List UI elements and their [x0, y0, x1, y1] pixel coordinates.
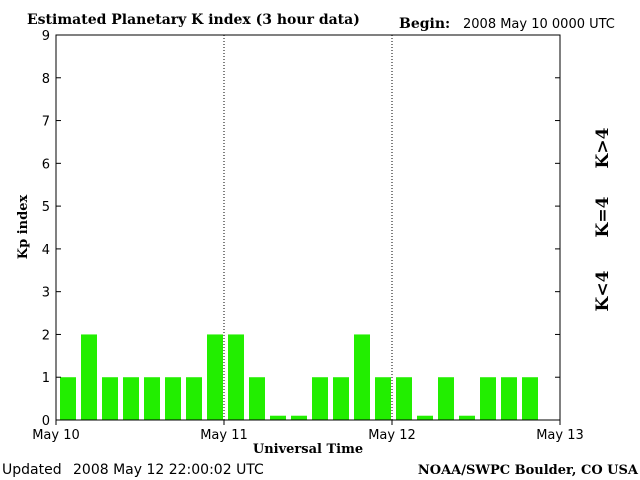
- legend-k-equal-4: K=4: [593, 196, 613, 237]
- kp-bar: [165, 377, 181, 420]
- legend-k-less-4: K<4: [593, 270, 613, 311]
- kp-bar: [249, 377, 265, 420]
- begin-value: 2008 May 10 0000 UTC: [463, 17, 615, 32]
- plot-area: 0 1 2 3 4 5 6 7 8 9 May 10 May 11 May 12 May 13: [32, 29, 584, 443]
- y-tick-label: 1: [42, 371, 50, 386]
- kp-bar: [417, 415, 433, 420]
- kp-bar: [396, 377, 412, 420]
- y-tick-label: 4: [42, 243, 50, 258]
- plot-frame: [55, 34, 561, 421]
- y-tick-label: 9: [42, 29, 50, 44]
- y-tick-label: 5: [42, 200, 50, 215]
- legend: K>4 K=4 K<4: [593, 127, 613, 311]
- source-credit: NOAA/SWPC Boulder, CO USA: [418, 463, 639, 478]
- kp-bar: [312, 377, 328, 420]
- kp-bar: [438, 377, 454, 420]
- x-tick-label: May 12: [368, 428, 416, 443]
- kp-bar: [81, 334, 97, 420]
- y-tick-label: 0: [42, 414, 50, 429]
- kp-bar: [333, 377, 349, 420]
- kp-bar: [354, 334, 370, 420]
- kp-bar: [522, 377, 538, 420]
- begin-label: Begin:: [399, 16, 450, 32]
- x-tick-label: May 10: [32, 428, 80, 443]
- x-axis-label: Universal Time: [253, 442, 363, 457]
- y-tick-label: 3: [42, 286, 50, 301]
- kp-bar: [375, 377, 391, 420]
- y-tick-label: 2: [42, 328, 50, 343]
- kp-bar: [270, 415, 286, 420]
- kp-bar: [60, 377, 76, 420]
- y-axis-label: Kp index: [16, 195, 31, 260]
- kp-bar: [480, 377, 496, 420]
- updated-value: 2008 May 12 22:00:02 UTC: [73, 462, 264, 478]
- kp-bar: [123, 377, 139, 420]
- kp-bar: [144, 377, 160, 420]
- y-tick-label: 6: [42, 157, 50, 172]
- legend-k-greater-4: K>4: [593, 127, 613, 168]
- chart-title: Estimated Planetary K index (3 hour data…: [27, 12, 360, 28]
- updated-label: Updated: [2, 462, 62, 478]
- y-tick-label: 7: [42, 115, 50, 130]
- kp-bar: [102, 377, 118, 420]
- x-tick-label: May 13: [536, 428, 584, 443]
- y-tick-label: 8: [42, 72, 50, 87]
- kp-bar: [459, 415, 475, 420]
- kp-bar: [291, 415, 307, 420]
- x-tick-label: May 11: [200, 428, 248, 443]
- kp-bar: [207, 334, 223, 420]
- kp-bar: [501, 377, 517, 420]
- kp-bar: [186, 377, 202, 420]
- kp-bar: [228, 334, 244, 420]
